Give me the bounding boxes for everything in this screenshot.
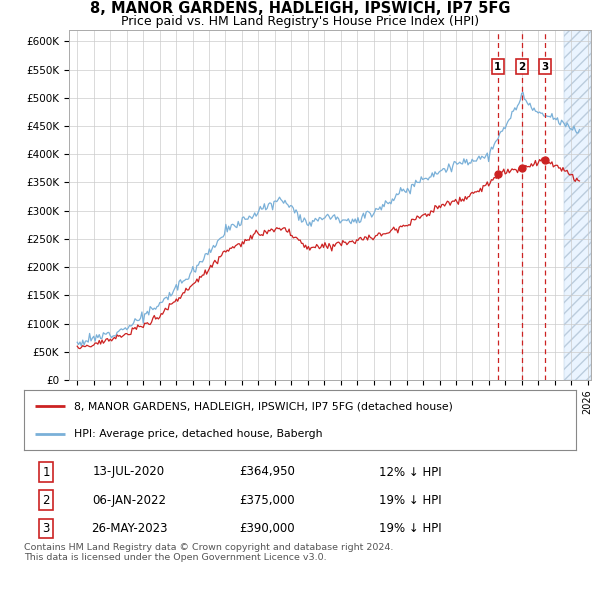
Text: £375,000: £375,000 [239,494,295,507]
Text: £364,950: £364,950 [239,466,295,478]
Text: 3: 3 [43,522,50,535]
Text: 19% ↓ HPI: 19% ↓ HPI [379,494,442,507]
Text: 19% ↓ HPI: 19% ↓ HPI [379,522,442,535]
Text: 06-JAN-2022: 06-JAN-2022 [92,494,166,507]
Text: 1: 1 [43,466,50,478]
Text: Price paid vs. HM Land Registry's House Price Index (HPI): Price paid vs. HM Land Registry's House … [121,15,479,28]
Text: Contains HM Land Registry data © Crown copyright and database right 2024.
This d: Contains HM Land Registry data © Crown c… [24,543,394,562]
Text: 2: 2 [518,62,526,72]
Text: 1: 1 [494,62,502,72]
Text: 12% ↓ HPI: 12% ↓ HPI [379,466,442,478]
Text: 26-MAY-2023: 26-MAY-2023 [91,522,167,535]
Text: 2: 2 [43,494,50,507]
Text: £390,000: £390,000 [239,522,295,535]
Bar [565,30,591,380]
Text: 3: 3 [541,62,548,72]
Text: 8, MANOR GARDENS, HADLEIGH, IPSWICH, IP7 5FG (detached house): 8, MANOR GARDENS, HADLEIGH, IPSWICH, IP7… [74,401,452,411]
Text: 8, MANOR GARDENS, HADLEIGH, IPSWICH, IP7 5FG: 8, MANOR GARDENS, HADLEIGH, IPSWICH, IP7… [90,1,510,16]
Bar [565,30,591,380]
Text: 13-JUL-2020: 13-JUL-2020 [93,466,165,478]
Text: HPI: Average price, detached house, Babergh: HPI: Average price, detached house, Babe… [74,429,322,439]
